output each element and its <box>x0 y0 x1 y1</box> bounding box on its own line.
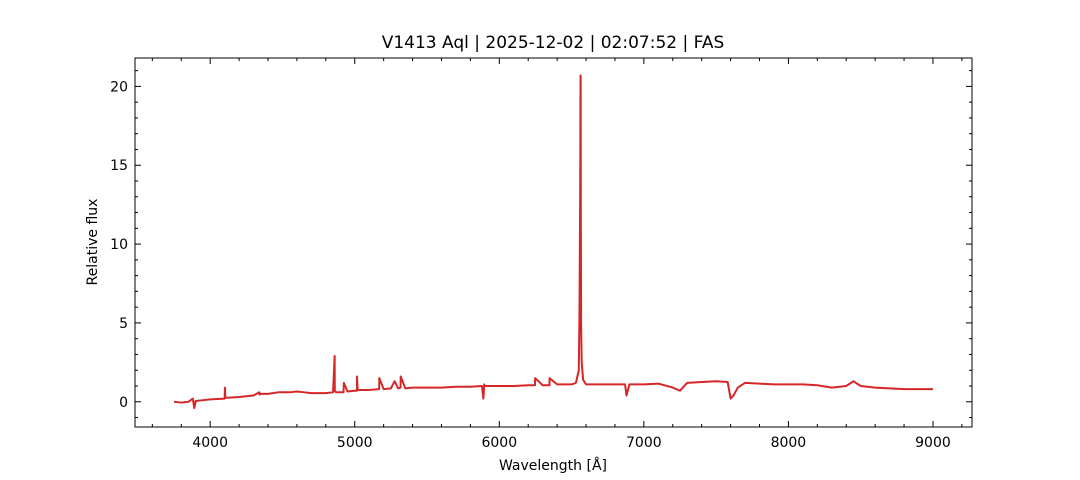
y-tick-label: 15 <box>110 158 128 174</box>
x-tick-label: 5000 <box>337 435 373 451</box>
x-tick-label: 7000 <box>626 435 662 451</box>
x-tick-label: 4000 <box>192 435 228 451</box>
y-axis: 0 5 10 15 20 <box>110 70 972 419</box>
y-tick-label: 20 <box>110 79 128 95</box>
plot-frame <box>134 57 973 428</box>
x-tick-label: 9000 <box>915 435 951 451</box>
y-tick-label: 10 <box>110 237 128 253</box>
y-tick-label: 5 <box>119 316 128 332</box>
series-layer <box>173 74 933 410</box>
chart-title: V1413 Aql | 2025-12-02 | 02:07:52 | FAS <box>382 33 725 53</box>
series-line-0 <box>173 74 933 410</box>
x-axis: 4000 5000 6000 7000 8000 9000 <box>151 58 963 451</box>
plot-area: 4000 5000 6000 7000 8000 9000 0 5 10 15 20 <box>110 57 973 451</box>
y-axis-label: Relative flux <box>85 199 101 286</box>
x-tick-label: 8000 <box>771 435 807 451</box>
x-tick-label: 6000 <box>481 435 517 451</box>
x-axis-label: Wavelength [Å] <box>499 457 607 474</box>
y-tick-label: 0 <box>119 395 128 411</box>
